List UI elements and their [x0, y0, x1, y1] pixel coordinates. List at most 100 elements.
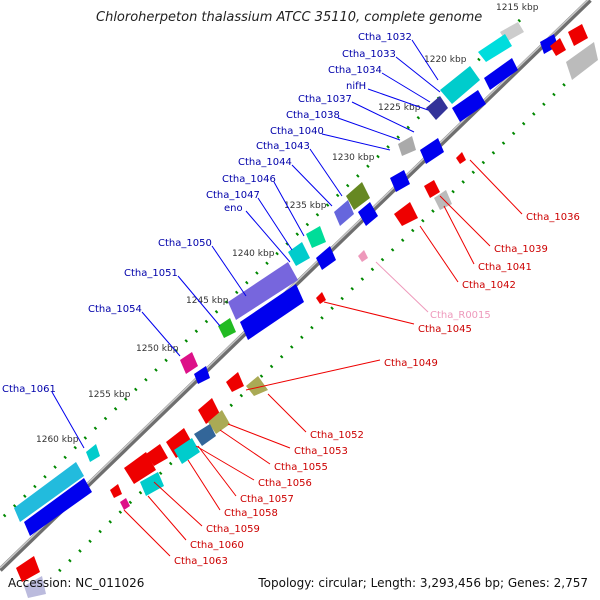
lower-leader-line — [323, 301, 415, 325]
gene-ctha-1034[interactable] — [440, 66, 480, 104]
gene-rev-top-2[interactable] — [568, 24, 588, 46]
gene-fwd-j[interactable] — [540, 34, 558, 54]
lower-leader-line — [469, 159, 523, 215]
gene-ctha-1037[interactable] — [398, 136, 416, 156]
lower-gene-label: Ctha_1041 — [478, 262, 532, 273]
scale-label: 1230 kbp — [332, 153, 375, 163]
gene-nifh[interactable] — [426, 96, 448, 120]
lower-gene-label: Ctha_1045 — [418, 324, 472, 335]
gene-ctha-1049[interactable] — [226, 372, 244, 392]
lower-leader-line — [195, 445, 255, 481]
gene-rev-bottom-2[interactable] — [24, 576, 46, 598]
gene-fwd-g[interactable] — [240, 284, 304, 340]
upper-gene-label: Ctha_1033 — [342, 49, 396, 60]
upper-leader-line — [381, 72, 431, 103]
gene-ctha-1047[interactable] — [306, 226, 326, 248]
gene-ctha-1059[interactable] — [124, 452, 156, 484]
lower-leader-line — [227, 423, 291, 449]
lower-leader-line — [375, 261, 429, 313]
lower-leader-line — [267, 393, 307, 433]
gene-ctha-1039[interactable] — [424, 180, 440, 198]
gene-ctha-1057[interactable] — [194, 424, 216, 446]
gene-ctha-1050[interactable] — [228, 262, 298, 320]
gene-ctha-1058[interactable] — [174, 438, 200, 464]
gene-rev-bottom-1[interactable] — [16, 556, 40, 582]
lower-gene-label: Ctha_1039 — [494, 244, 548, 255]
gene-fwd-i[interactable] — [24, 478, 92, 536]
gene-ctha-1061a[interactable] — [86, 444, 100, 462]
gene-ctha-1046[interactable] — [334, 200, 354, 226]
upper-gene-label: nifH — [346, 81, 366, 92]
gene-ctha-1060[interactable] — [140, 472, 164, 496]
scale-label: 1235 kbp — [284, 201, 327, 211]
upper-gene-label: Ctha_1038 — [286, 110, 340, 121]
gene-fwd-d[interactable] — [390, 170, 410, 192]
lower-gene-label: Ctha_1053 — [294, 446, 348, 457]
reverse-genes — [16, 24, 598, 598]
upper-leader-line — [257, 197, 293, 251]
lower-leader-line — [245, 359, 381, 391]
lower-gene-label: Ctha_1056 — [258, 478, 312, 489]
gene-ctha-1054[interactable] — [180, 352, 198, 374]
upper-leader-line — [309, 148, 343, 197]
gene-rev-n[interactable] — [146, 444, 168, 466]
upper-gene-label: Ctha_1032 — [358, 32, 412, 43]
gene-rev-m[interactable] — [110, 484, 122, 498]
gene-fwd-e[interactable] — [358, 202, 378, 226]
gene-fwd-h[interactable] — [194, 366, 210, 384]
gene-ctha-1044[interactable] — [346, 182, 370, 210]
lower-leader-line — [219, 429, 271, 465]
scale-label: 1215 kbp — [496, 3, 539, 13]
upper-gene-label: Ctha_1040 — [270, 126, 324, 137]
upper-leader-line — [321, 133, 391, 151]
gene-fwd-a[interactable] — [484, 58, 518, 90]
scale-label: 1240 kbp — [232, 249, 275, 259]
gene-fwd-b[interactable] — [452, 90, 486, 122]
gene-rev-top-1[interactable] — [550, 38, 566, 56]
gene-rev-top-3[interactable] — [566, 42, 598, 80]
lower-gene-label: Ctha_1059 — [206, 524, 260, 535]
scale-label: 1255 kbp — [88, 390, 131, 400]
upper-gene-label: Ctha_1047 — [206, 190, 260, 201]
lower-gene-labels: Ctha_1036 Ctha_1039 Ctha_1041 Ctha_1042 Ctha… — [123, 159, 580, 567]
tick-track-outer — [0, 18, 522, 522]
gene-fwd-f[interactable] — [316, 246, 336, 270]
lower-gene-label: Ctha_1042 — [462, 280, 516, 291]
gene-eno[interactable] — [288, 242, 310, 266]
gene-ctha-1051[interactable] — [218, 318, 236, 338]
upper-leader-line — [395, 56, 441, 93]
lower-gene-label: Ctha_R0015 — [430, 310, 491, 321]
gene-ctha-r0015[interactable] — [358, 250, 368, 262]
gene-ctha-1045[interactable] — [316, 292, 326, 304]
gene-fwd-c[interactable] — [420, 138, 444, 164]
scale-label: 1220 kbp — [424, 55, 467, 65]
gene-ctha-1033[interactable] — [478, 34, 512, 62]
upper-leader-line — [141, 311, 181, 357]
gene-ctha-1055[interactable] — [208, 410, 230, 434]
gene-ctha-1042[interactable] — [394, 202, 418, 226]
upper-leader-line — [245, 210, 291, 263]
upper-gene-label: Ctha_1043 — [256, 141, 310, 152]
lower-leader-line — [197, 445, 237, 497]
gene-ctha-1036[interactable] — [456, 152, 466, 164]
scale-label: 1250 kbp — [136, 344, 179, 354]
upper-gene-label: eno — [224, 203, 243, 214]
gene-ctha-1052[interactable] — [246, 376, 268, 396]
upper-gene-label: Ctha_1046 — [222, 174, 276, 185]
upper-leader-line — [177, 275, 221, 327]
lower-gene-label: Ctha_1060 — [190, 540, 244, 551]
gene-ctha-1041[interactable] — [434, 190, 452, 210]
upper-gene-label: Ctha_1034 — [328, 65, 382, 76]
gene-ctha-1063[interactable] — [120, 498, 130, 510]
upper-leader-line — [411, 39, 439, 81]
upper-leader-line — [367, 88, 429, 111]
scale-label: 1225 kbp — [378, 103, 421, 113]
lower-gene-label: Ctha_1055 — [274, 462, 328, 473]
upper-gene-label: Ctha_1050 — [158, 238, 212, 249]
scale-labels: 1215 kbp 1220 kbp 1225 kbp 1230 kbp 1235 kbp… — [36, 3, 539, 445]
gene-ctha-1061b[interactable] — [14, 462, 84, 522]
lower-gene-label: Ctha_1052 — [310, 430, 364, 441]
lower-leader-line — [147, 495, 187, 541]
accession-text: Accession: NC_011026 — [8, 576, 145, 590]
upper-gene-label: Ctha_1051 — [124, 268, 178, 279]
